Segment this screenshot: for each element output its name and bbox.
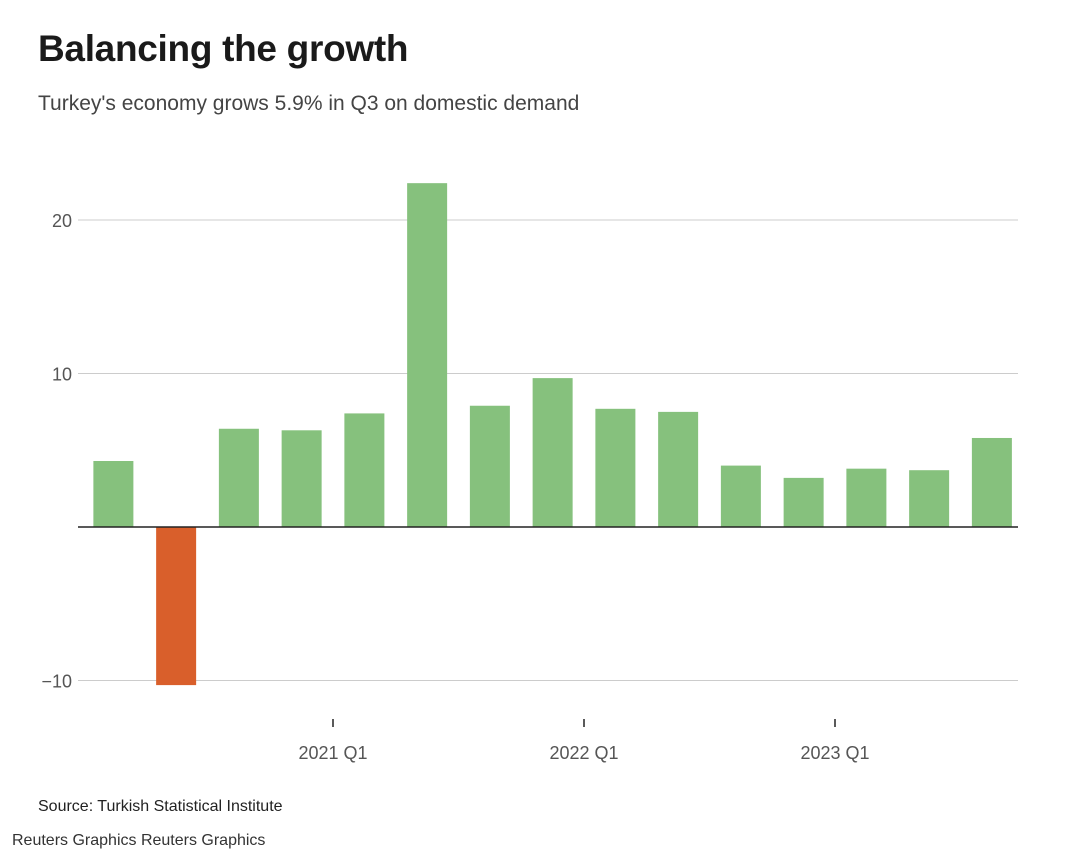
chart-subtitle: Turkey's economy grows 5.9% in Q3 on dom… <box>38 92 580 115</box>
gridlines: 20 10 −10 <box>41 211 1018 692</box>
bar <box>93 461 134 527</box>
bar <box>595 408 636 527</box>
bar <box>281 430 322 527</box>
bar-chart: 20 10 −10 2021 Q1 2022 Q1 2023 Q1 <box>41 183 1018 763</box>
x-tick-label: 2021 Q1 <box>298 743 367 763</box>
bar <box>971 437 1012 527</box>
bars <box>93 183 1012 686</box>
bar <box>846 468 887 527</box>
bar <box>720 465 761 527</box>
bar <box>344 413 385 527</box>
y-tick-label: −10 <box>41 672 72 692</box>
axes: 2021 Q1 2022 Q1 2023 Q1 <box>78 526 1018 763</box>
source-note: Source: Turkish Statistical Institute <box>38 798 283 815</box>
x-tick-label: 2023 Q1 <box>800 743 869 763</box>
bar <box>156 527 197 686</box>
chart-title: Balancing the growth <box>38 28 409 69</box>
bar <box>532 378 573 527</box>
y-tick-label: 10 <box>52 365 72 385</box>
bar <box>469 405 510 528</box>
bar <box>783 477 824 527</box>
credit-note: Reuters Graphics Reuters Graphics <box>12 832 266 849</box>
y-tick-label: 20 <box>52 211 72 231</box>
bar <box>218 428 259 527</box>
bar <box>658 411 699 528</box>
bar <box>407 183 448 527</box>
x-tick-label: 2022 Q1 <box>549 743 618 763</box>
bar <box>909 470 950 527</box>
